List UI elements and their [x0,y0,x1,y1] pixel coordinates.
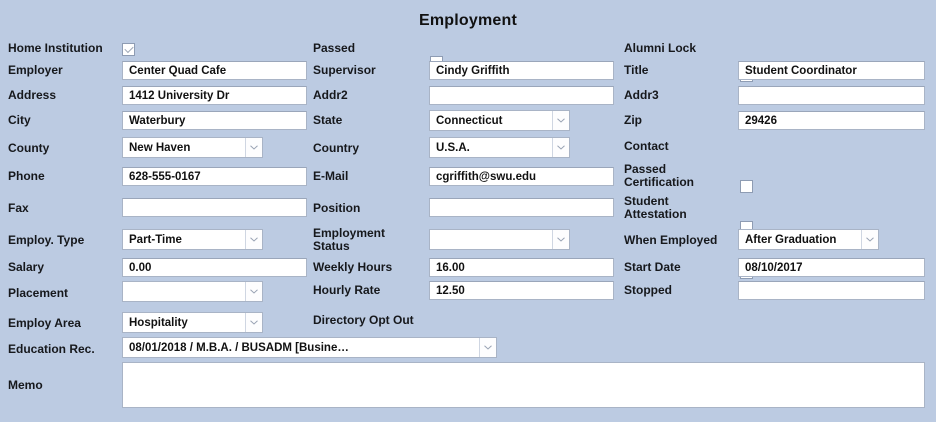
label-alumni-lock: Alumni Lock [624,41,697,55]
select-education-rec-value: 08/01/2018 / M.B.A. / BUSADM [Busine… [129,342,349,354]
input-weekly-hours[interactable]: 16.00 [429,258,614,277]
chevron-down-icon[interactable] [861,230,878,249]
label-country: Country [313,141,359,155]
label-addr3: Addr3 [624,88,659,102]
select-when-employed[interactable]: After Graduation [738,229,879,250]
label-passed-certification: Passed Certification [624,162,695,189]
select-employ-area-value: Hospitality [129,317,188,329]
label-phone: Phone [8,169,45,183]
chevron-down-icon[interactable] [245,230,262,249]
input-city[interactable]: Waterbury [122,111,307,130]
select-placement[interactable] [122,281,263,302]
select-when-employed-value: After Graduation [745,234,837,246]
label-passed: Passed [313,41,356,55]
select-state[interactable]: Connecticut [429,110,570,131]
label-start-date: Start Date [624,260,681,274]
input-fax[interactable] [122,198,307,217]
select-employ-area[interactable]: Hospitality [122,312,263,333]
label-stopped: Stopped [624,283,672,297]
input-addr2[interactable] [429,86,614,105]
input-hourly-rate[interactable]: 12.50 [429,281,614,300]
chevron-down-icon[interactable] [245,313,262,332]
chevron-down-icon[interactable] [552,230,569,249]
input-employer[interactable]: Center Quad Cafe [122,61,307,80]
input-position[interactable] [429,198,614,217]
label-hourly-rate: Hourly Rate [313,283,381,297]
input-salary[interactable]: 0.00 [122,258,307,277]
label-weekly-hours: Weekly Hours [313,260,393,274]
checkbox-home-institution[interactable] [122,43,135,56]
checkbox-contact[interactable] [740,180,753,193]
chevron-down-icon[interactable] [552,111,569,130]
label-memo: Memo [8,378,43,392]
select-country-value: U.S.A. [436,142,470,154]
label-employment-status: Employment Status [313,226,386,253]
input-address[interactable]: 1412 University Dr [122,86,307,105]
label-contact: Contact [624,139,669,153]
select-state-value: Connecticut [436,115,503,127]
label-directory-opt-out: Directory Opt Out [313,313,414,327]
input-addr3[interactable] [738,86,925,105]
label-county: County [8,141,50,155]
label-title: Title [624,63,649,77]
chevron-down-icon[interactable] [245,138,262,157]
textarea-memo[interactable] [122,362,925,408]
select-employ-type[interactable]: Part-Time [122,229,263,250]
label-zip: Zip [624,113,642,127]
label-when-employed: When Employed [624,233,718,247]
input-start-date[interactable]: 08/10/2017 [738,258,925,277]
input-zip[interactable]: 29426 [738,111,925,130]
input-stopped[interactable] [738,281,925,300]
label-student-attestation: Student Attestation [624,194,687,221]
select-employ-type-value: Part-Time [129,234,182,246]
input-title[interactable]: Student Coordinator [738,61,925,80]
input-supervisor[interactable]: Cindy Griffith [429,61,614,80]
label-employ-type: Employ. Type [8,233,85,247]
select-employment-status-value [430,230,552,249]
label-position: Position [313,201,361,215]
label-fax: Fax [8,201,29,215]
label-state: State [313,113,343,127]
label-email: E-Mail [313,169,349,183]
chevron-down-icon[interactable] [245,282,262,301]
select-county-value: New Haven [129,142,191,154]
label-home-institution: Home Institution [8,41,103,55]
select-education-rec[interactable]: 08/01/2018 / M.B.A. / BUSADM [Busine… [122,337,497,358]
chevron-down-icon[interactable] [552,138,569,157]
label-city: City [8,113,31,127]
label-addr2: Addr2 [313,88,348,102]
select-country[interactable]: U.S.A. [429,137,570,158]
input-phone[interactable]: 628-555-0167 [122,167,307,186]
select-county[interactable]: New Haven [122,137,263,158]
select-placement-value [123,282,245,301]
label-supervisor: Supervisor [313,63,376,77]
page-title: Employment [418,12,517,29]
input-email[interactable]: cgriffith@swu.edu [429,167,614,186]
label-address: Address [8,88,57,102]
label-employer: Employer [8,63,63,77]
chevron-down-icon[interactable] [479,338,496,357]
label-education-rec: Education Rec. [8,342,95,356]
label-employ-area: Employ Area [8,316,81,330]
label-placement: Placement [8,286,69,300]
select-employment-status[interactable] [429,229,570,250]
label-salary: Salary [8,260,45,274]
